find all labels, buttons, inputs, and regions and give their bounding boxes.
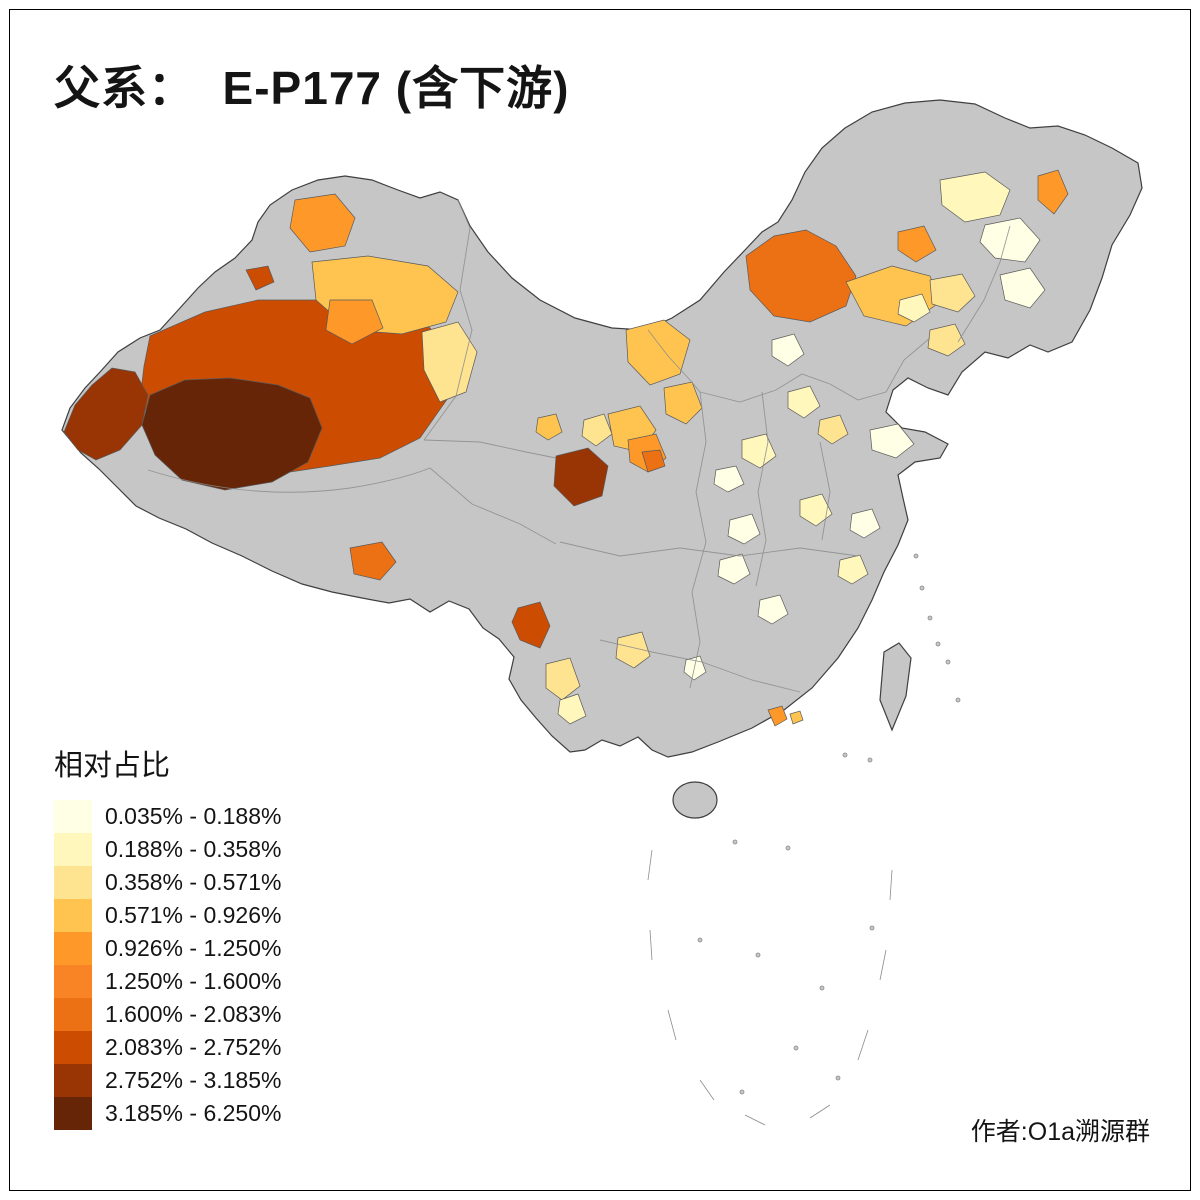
legend-swatch (54, 833, 92, 866)
map-region (897, 225, 937, 263)
page-title: 父系： E-P177 (含下游) (54, 62, 570, 114)
map-region (625, 319, 691, 386)
map-region (557, 693, 587, 725)
legend-label: 0.035% - 0.188% (105, 803, 282, 829)
legend-swatch (54, 1064, 92, 1097)
map-regions (63, 169, 1069, 727)
map-region (757, 594, 789, 625)
legend-swatch (54, 866, 92, 899)
legend-swatch (54, 800, 92, 833)
legend-label: 3.185% - 6.250% (105, 1100, 282, 1126)
legend-label: 1.600% - 2.083% (105, 1001, 282, 1027)
legend-label: 2.083% - 2.752% (105, 1034, 282, 1060)
legend-swatch (54, 932, 92, 965)
legend-item: 0.358% - 0.571% (54, 866, 281, 899)
legend-title: 相对占比 (54, 750, 171, 782)
map-region (349, 541, 397, 581)
legend-item: 2.752% - 3.185% (54, 1064, 281, 1097)
legend-item: 1.250% - 1.600% (54, 965, 281, 998)
map-region (979, 217, 1041, 263)
map-region (511, 601, 551, 649)
map-region (929, 273, 976, 313)
map-region (713, 465, 745, 493)
legend-item: 0.571% - 0.926% (54, 899, 281, 932)
map-region (141, 377, 323, 491)
map-region (727, 513, 761, 545)
map-region (63, 367, 149, 461)
map-region (789, 710, 804, 725)
legend-swatch (54, 1031, 92, 1064)
map-region (799, 493, 833, 527)
map-region (421, 321, 478, 403)
taiwan-island (879, 642, 912, 732)
map-region (999, 267, 1046, 309)
map-region (897, 293, 931, 323)
map-region (771, 333, 805, 367)
map-region (1037, 169, 1069, 215)
legend-label: 0.571% - 0.926% (105, 902, 282, 928)
map-region (545, 657, 581, 701)
map-region (787, 385, 821, 419)
map-region (615, 631, 651, 669)
hainan-island (672, 781, 718, 819)
legend-item: 2.083% - 2.752% (54, 1031, 281, 1064)
map-region (641, 449, 666, 473)
legend-label: 1.250% - 1.600% (105, 968, 282, 994)
map-region (535, 413, 563, 441)
map-region (325, 299, 384, 345)
map-region (869, 423, 915, 459)
province-borders (147, 199, 1011, 693)
legend-item: 1.600% - 2.083% (54, 998, 281, 1031)
legend-item: 3.185% - 6.250% (54, 1097, 281, 1130)
map-region (245, 265, 275, 291)
legend-item: 0.926% - 1.250% (54, 932, 281, 965)
map-region (939, 171, 1011, 223)
map-region (581, 413, 613, 447)
legend: 相对占比 0.035% - 0.188% 0.188% - 0.358% 0.3… (54, 742, 281, 1130)
legend-swatch (54, 1097, 92, 1130)
legend-swatch (54, 899, 92, 932)
legend-item: 0.188% - 0.358% (54, 833, 281, 866)
map-region (553, 447, 609, 507)
map-region (927, 323, 966, 357)
map-region (849, 508, 881, 539)
attribution: 作者:O1a溯源群 (970, 1118, 1150, 1146)
map-region (717, 553, 751, 585)
map-region (817, 414, 849, 445)
legend-swatch (54, 965, 92, 998)
legend-label: 0.926% - 1.250% (105, 935, 282, 961)
legend-label: 2.752% - 3.185% (105, 1067, 282, 1093)
legend-label: 0.358% - 0.571% (105, 869, 282, 895)
map-region (289, 193, 356, 253)
map-region (663, 381, 703, 425)
legend-item: 0.035% - 0.188% (54, 800, 281, 833)
map-region (767, 705, 788, 727)
legend-swatch (54, 998, 92, 1031)
islands-and-dashes (647, 553, 961, 1126)
legend-label: 0.188% - 0.358% (105, 836, 282, 862)
